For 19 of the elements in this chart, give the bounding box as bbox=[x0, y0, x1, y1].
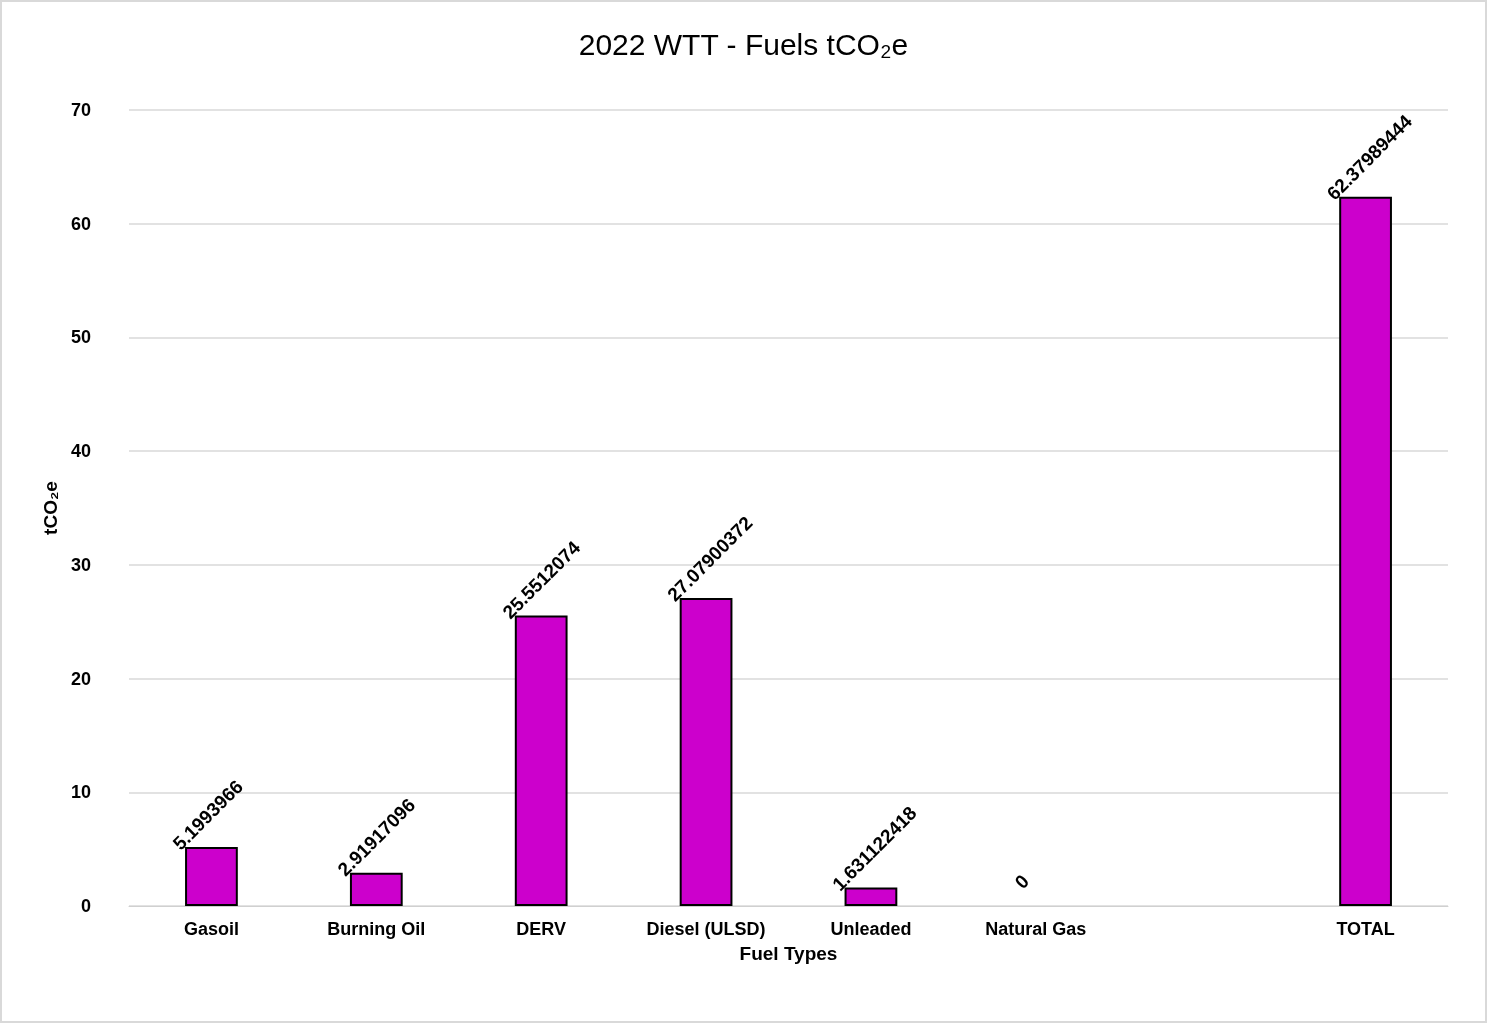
chart-title: 2022 WTT - Fuels tCO₂e bbox=[578, 27, 909, 61]
y-tick-label: 50 bbox=[70, 327, 91, 348]
y-axis-title: tCO₂e bbox=[40, 481, 62, 535]
y-tick-label: 0 bbox=[80, 896, 91, 916]
y-tick-label: 10 bbox=[70, 782, 91, 803]
y-tick-label: 60 bbox=[70, 213, 91, 234]
y-tick-label: 40 bbox=[70, 441, 91, 462]
x-tick-label: Diesel (ULSD) bbox=[646, 919, 766, 939]
y-tick-label: 70 bbox=[70, 100, 91, 120]
y-tick-label: 20 bbox=[70, 668, 91, 689]
data-label: 0 bbox=[1010, 870, 1034, 893]
x-tick-label: Burning Oil bbox=[327, 919, 426, 939]
x-tick-label: Unleaded bbox=[830, 919, 912, 939]
x-tick-label: TOTAL bbox=[1336, 919, 1395, 939]
x-tick-label: DERV bbox=[516, 919, 567, 939]
x-axis-title: Fuel Types bbox=[739, 943, 838, 964]
y-tick-label: 30 bbox=[70, 554, 91, 575]
x-tick-label: Gasoil bbox=[183, 919, 239, 939]
x-tick-label: Natural Gas bbox=[985, 919, 1087, 939]
